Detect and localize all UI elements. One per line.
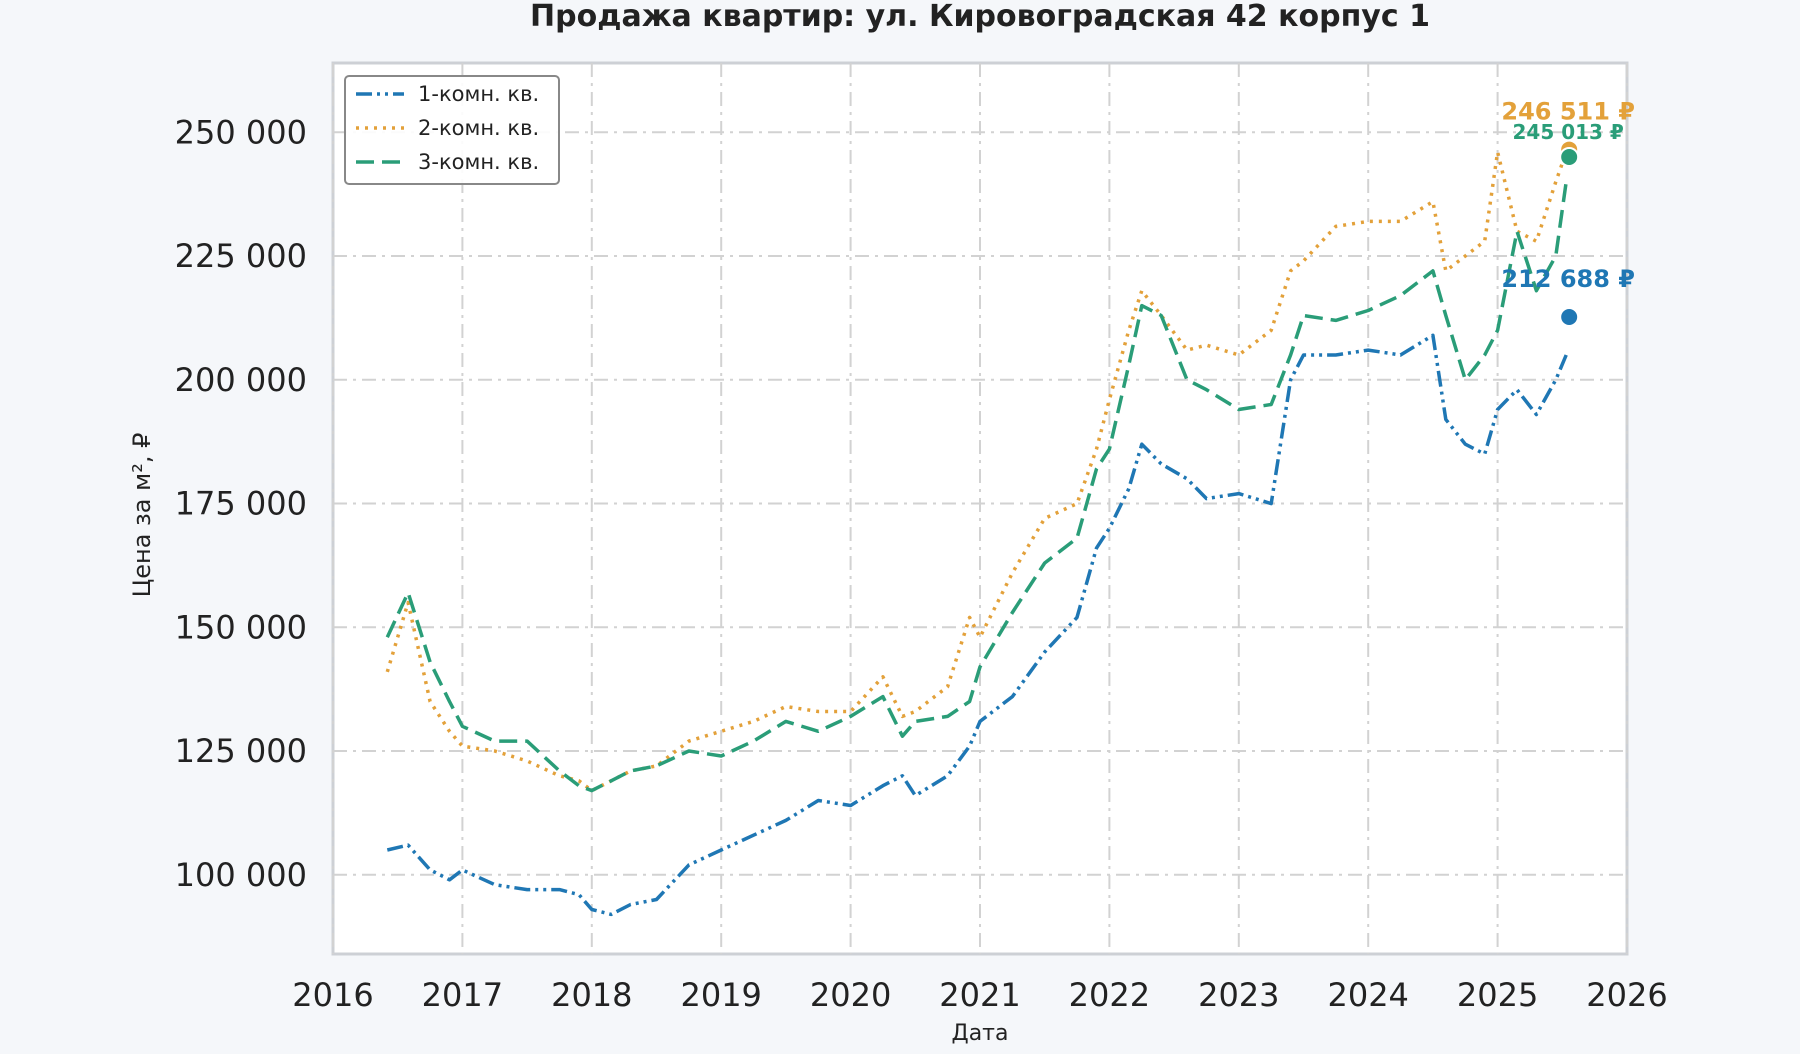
y-tick-label: 200 000 — [175, 361, 307, 399]
grid — [332, 63, 1628, 954]
x-tick-label: 2025 — [1457, 976, 1538, 1014]
legend-label: 2-комн. кв. — [418, 116, 539, 140]
y-axis-ticks: 100 000 125 000 150 000 175 000 200 000 225 0… — [175, 113, 307, 894]
x-tick-label: 2016 — [292, 976, 373, 1014]
y-tick-label: 250 000 — [175, 113, 307, 151]
legend-label: 3-комн. кв. — [418, 150, 539, 174]
y-tick-label: 150 000 — [175, 608, 307, 646]
end-markers: 212 688 ₽ 246 511 ₽245 013 ₽ — [1501, 98, 1635, 327]
x-tick-label: 2021 — [939, 976, 1020, 1014]
x-tick-label: 2018 — [551, 976, 632, 1014]
x-tick-label: 2022 — [1069, 976, 1150, 1014]
series-end-label: 246 511 ₽ — [1501, 98, 1635, 126]
x-tick-label: 2017 — [422, 976, 503, 1014]
series-end-marker — [1559, 306, 1580, 327]
y-tick-label: 225 000 — [175, 237, 307, 275]
y-tick-label: 100 000 — [175, 856, 307, 894]
y-tick-label: 125 000 — [175, 732, 307, 770]
x-tick-label: 2026 — [1586, 976, 1667, 1014]
x-tick-label: 2020 — [810, 976, 891, 1014]
x-axis-ticks: 2016 2017 2018 2019 2020 2021 2022 2023 2024 2025… — [292, 976, 1667, 1014]
legend: 1-комн. кв. 2-комн. кв. 3-комн. кв. — [344, 75, 560, 185]
y-tick-label: 175 000 — [175, 485, 307, 523]
series-end-marker — [1559, 146, 1580, 167]
series-line — [385, 150, 1568, 793]
series-line — [386, 333, 1568, 917]
series-lines — [385, 150, 1568, 917]
y-axis-label: Цена за м², ₽ — [128, 433, 156, 598]
x-tick-label: 2019 — [680, 976, 761, 1014]
series-end-label: 212 688 ₽ — [1501, 265, 1635, 293]
series-end-label: 245 013 ₽ — [1513, 120, 1624, 144]
series-line — [385, 181, 1568, 793]
legend-box — [344, 75, 560, 185]
x-axis-label: Дата — [952, 1021, 1009, 1046]
chart-title: Продажа квартир: ул. Кировоградская 42 к… — [530, 0, 1430, 34]
x-tick-label: 2024 — [1327, 976, 1408, 1014]
x-tick-label: 2023 — [1198, 976, 1279, 1014]
legend-label: 1-комн. кв. — [418, 82, 539, 106]
